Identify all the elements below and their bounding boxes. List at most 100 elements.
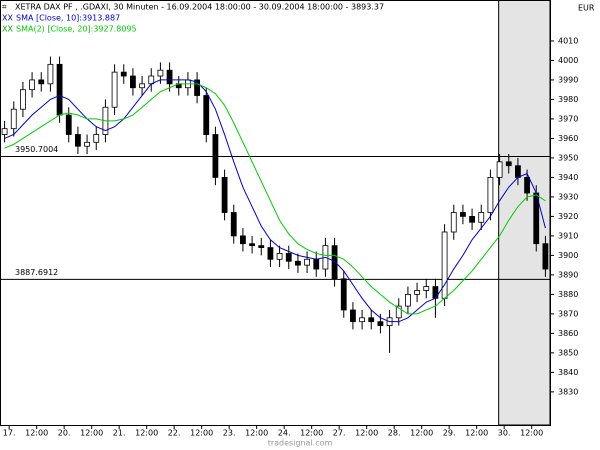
- highlight-layer: [498, 0, 551, 426]
- candle-body: [157, 69, 164, 77]
- candle-body: [285, 253, 292, 262]
- x-tick-label: 12:00: [520, 429, 543, 438]
- currency-label: EUR: [578, 4, 595, 13]
- x-tick-label: 12:00: [465, 429, 488, 438]
- candle-body: [505, 161, 512, 167]
- x-tick-label: 23.: [223, 429, 236, 438]
- candle-body: [111, 71, 118, 108]
- candle-body: [130, 75, 136, 89]
- candle-body: [10, 108, 17, 130]
- highlight-region: [498, 0, 551, 426]
- candle-body: [460, 212, 466, 217]
- x-tick-label: 17.: [3, 429, 16, 438]
- candle-body: [212, 134, 219, 178]
- y-tick-label: 3990: [558, 75, 578, 84]
- x-tick-label: 29.: [443, 429, 456, 438]
- y-tick-label: 3940: [558, 173, 578, 182]
- x-tick-label: 12:00: [80, 429, 103, 438]
- candle-body: [166, 69, 173, 85]
- candle-body: [93, 134, 100, 143]
- candle-body: [368, 317, 375, 323]
- candle-body: [47, 63, 54, 85]
- x-tick-label: 24.: [278, 429, 291, 438]
- y-tick-label: 3980: [558, 95, 578, 104]
- candle-body: [423, 286, 430, 291]
- x-tick-label: 12:00: [25, 429, 48, 438]
- legend-entry: SMA [Close, 10]:3913.887: [16, 14, 120, 23]
- candle-body: [20, 89, 26, 110]
- y-tick-label: 3970: [558, 114, 578, 123]
- candle-body: [304, 258, 310, 266]
- y-tick-label: 3950: [558, 153, 578, 162]
- candle-body: [331, 245, 338, 280]
- x-tick-label: 12:00: [190, 429, 213, 438]
- x-tick-label: 28.: [388, 429, 401, 438]
- horizontal-line-label: 3887.6912: [15, 268, 58, 277]
- candle-body: [377, 321, 384, 326]
- candle-body: [221, 177, 228, 213]
- svg-text:XX: XX: [2, 25, 13, 34]
- y-tick-label: 3960: [558, 134, 578, 143]
- candle-body: [240, 235, 246, 245]
- legend-icon: ⌗: [2, 3, 7, 12]
- candle-body: [515, 165, 521, 178]
- candle-body: [203, 95, 210, 135]
- candle-body: [405, 293, 411, 307]
- candle-body: [56, 63, 63, 116]
- candle-body: [313, 258, 320, 270]
- y-tick-label: 3920: [558, 212, 578, 221]
- x-tick-label: 12:00: [245, 429, 268, 438]
- y-tick-label: 3840: [558, 368, 578, 377]
- candle-body: [84, 141, 90, 147]
- candle-body: [395, 305, 402, 319]
- candle-body: [469, 215, 475, 223]
- footer: tradesignal.com: [268, 439, 333, 448]
- candle-body: [496, 161, 503, 178]
- horizontal-line-label: 3950.7004: [15, 145, 58, 154]
- x-tick-label: 12:00: [410, 429, 433, 438]
- candle-body: [267, 247, 274, 260]
- sma-line: [4, 83, 546, 315]
- x-tick-label: 12:00: [135, 429, 158, 438]
- legend-entry: SMA(2) [Close, 20]:3927.8095: [16, 25, 137, 34]
- candle-body: [75, 134, 81, 147]
- y-tick-label: 3910: [558, 231, 578, 240]
- svg-text:⌗: ⌗: [2, 3, 7, 12]
- candle-body: [194, 79, 200, 96]
- x-tick-label: 30.: [498, 429, 511, 438]
- legend-icon: XX: [2, 25, 13, 34]
- legend-icon: XX: [2, 14, 13, 23]
- candle-body: [441, 231, 448, 299]
- candle-body: [340, 278, 347, 311]
- y-tick-label: 3860: [558, 329, 578, 338]
- y-tick-label: 3890: [558, 270, 578, 279]
- y-tick-label: 4000: [558, 56, 578, 65]
- x-tick-label: 27.: [333, 429, 346, 438]
- candle-body: [542, 243, 549, 270]
- y-tick-label: 3880: [558, 290, 578, 299]
- chart-title: XETRA DAX PF , .GDAXI, 30 Minuten - 16.0…: [15, 3, 384, 12]
- candle-body: [139, 83, 145, 89]
- candle-body: [230, 212, 237, 237]
- y-tick-label: 3900: [558, 251, 578, 260]
- x-tick-label: 12:00: [355, 429, 378, 438]
- candle-body: [38, 79, 45, 85]
- y-tick-label: 3850: [558, 348, 578, 357]
- y-tick-label: 3870: [558, 309, 578, 318]
- candle-body: [1, 128, 8, 135]
- sma-line: [4, 79, 546, 323]
- x-tick-label: 20.: [58, 429, 71, 438]
- candle-body: [414, 290, 420, 295]
- candle-body: [350, 309, 356, 323]
- x-tick-label: 21.: [113, 429, 126, 438]
- y-tick-label: 3830: [558, 387, 578, 396]
- candle-body: [258, 245, 265, 248]
- candle-body: [487, 177, 494, 213]
- candle-body: [29, 79, 35, 91]
- svg-text:XX: XX: [2, 14, 13, 23]
- candle-body: [450, 212, 457, 233]
- candle-body: [65, 114, 72, 135]
- candle-body: [295, 260, 301, 266]
- candle-body: [120, 71, 127, 77]
